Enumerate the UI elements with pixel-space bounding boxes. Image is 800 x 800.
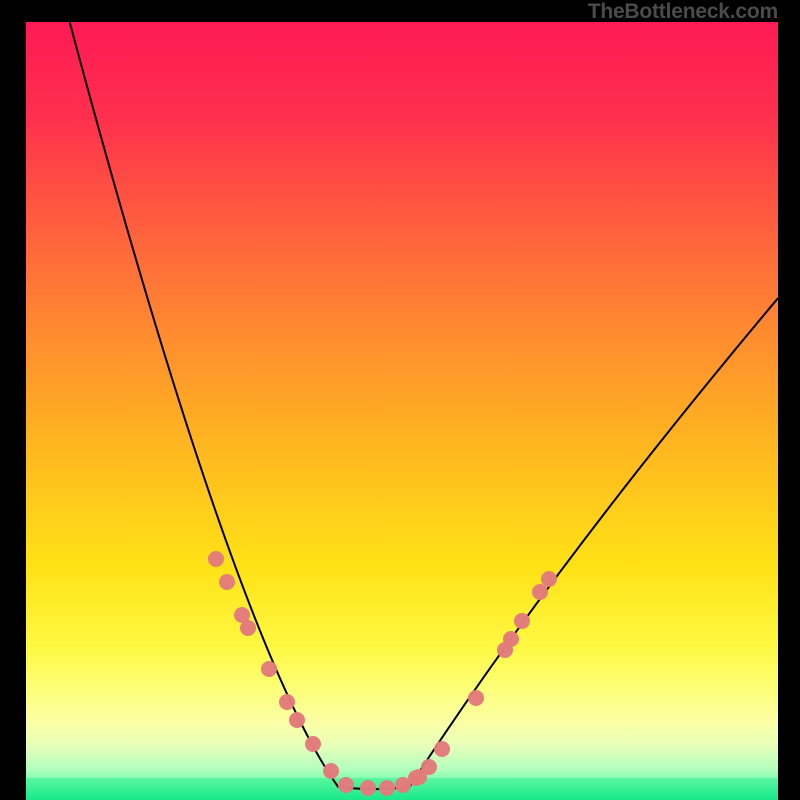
watermark-text: TheBottleneck.com — [588, 0, 778, 24]
marker-dot — [503, 631, 519, 647]
marker-dot — [434, 741, 450, 757]
curve-path — [70, 22, 778, 789]
marker-dot — [514, 613, 530, 629]
marker-dot — [541, 571, 557, 587]
plot-frame — [0, 0, 800, 800]
marker-dot — [261, 661, 277, 677]
marker-dot — [360, 780, 376, 796]
marker-dot — [289, 712, 305, 728]
marker-dot — [379, 780, 395, 796]
plot-area — [26, 22, 778, 800]
marker-dot — [338, 777, 354, 793]
marker-dot — [421, 759, 437, 775]
marker-dot — [208, 551, 224, 567]
stage: TheBottleneck.com — [0, 0, 800, 800]
marker-dot — [219, 574, 235, 590]
bottleneck-curve — [26, 22, 778, 800]
marker-dot — [240, 620, 256, 636]
marker-dot — [468, 690, 484, 706]
marker-dot — [279, 694, 295, 710]
marker-dot — [305, 736, 321, 752]
marker-dot — [323, 763, 339, 779]
